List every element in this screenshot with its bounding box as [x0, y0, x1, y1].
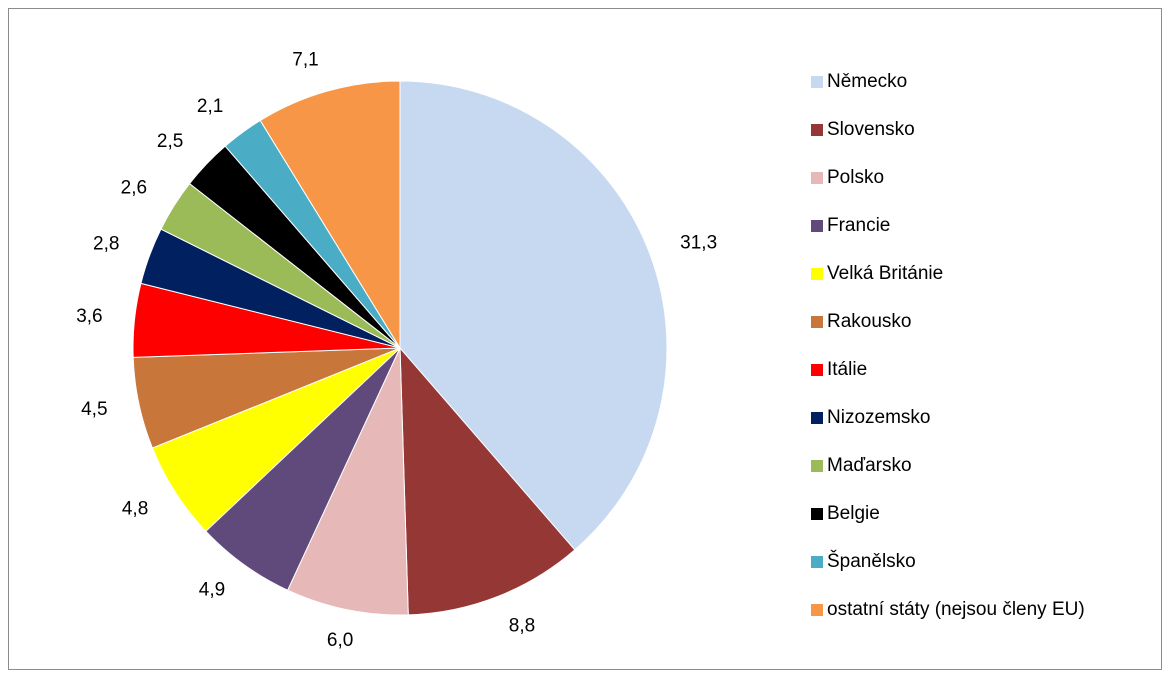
legend-swatch [811, 124, 823, 136]
legend-label: Rakousko [827, 311, 912, 332]
data-label: 2,5 [157, 131, 183, 152]
legend-label: Velká Británie [827, 263, 943, 284]
legend-label: Polsko [827, 167, 884, 188]
data-label: 2,8 [93, 234, 119, 255]
pie-slice [286, 347, 409, 616]
legend-swatch [811, 508, 823, 520]
legend-swatch [811, 556, 823, 568]
legend-swatch [811, 604, 823, 616]
data-label: 3,6 [76, 306, 102, 327]
legend-label: Belgie [827, 503, 880, 524]
data-label: 4,8 [122, 498, 148, 519]
legend-swatch [811, 316, 823, 328]
legend-swatch [811, 268, 823, 280]
data-label: 8,8 [509, 616, 535, 637]
data-label: 4,9 [199, 580, 225, 601]
data-label: 4,5 [81, 399, 107, 420]
legend-label: Slovensko [827, 119, 915, 140]
data-label: 31,3 [680, 233, 717, 254]
legend-swatch [811, 220, 823, 232]
data-label: 2,1 [197, 96, 223, 117]
data-label: 6,0 [327, 630, 353, 651]
legend-label: ostatní státy (nejsou členy EU) [827, 599, 1085, 620]
legend-label: Německo [827, 71, 907, 92]
legend-swatch [811, 460, 823, 472]
legend-label: Maďarsko [827, 455, 912, 476]
legend-label: Francie [827, 215, 890, 236]
legend-label: Nizozemsko [827, 407, 930, 428]
pie-slice [399, 80, 668, 551]
data-label: 7,1 [292, 49, 318, 70]
legend-swatch [811, 412, 823, 424]
legend-swatch [811, 172, 823, 184]
legend-swatch [811, 76, 823, 88]
legend-swatch [811, 364, 823, 376]
legend-label: Španělsko [827, 550, 916, 572]
pie-slice [259, 80, 401, 350]
data-label: 2,6 [121, 178, 147, 199]
legend-label: Itálie [827, 359, 867, 380]
pie-slice [399, 346, 576, 616]
